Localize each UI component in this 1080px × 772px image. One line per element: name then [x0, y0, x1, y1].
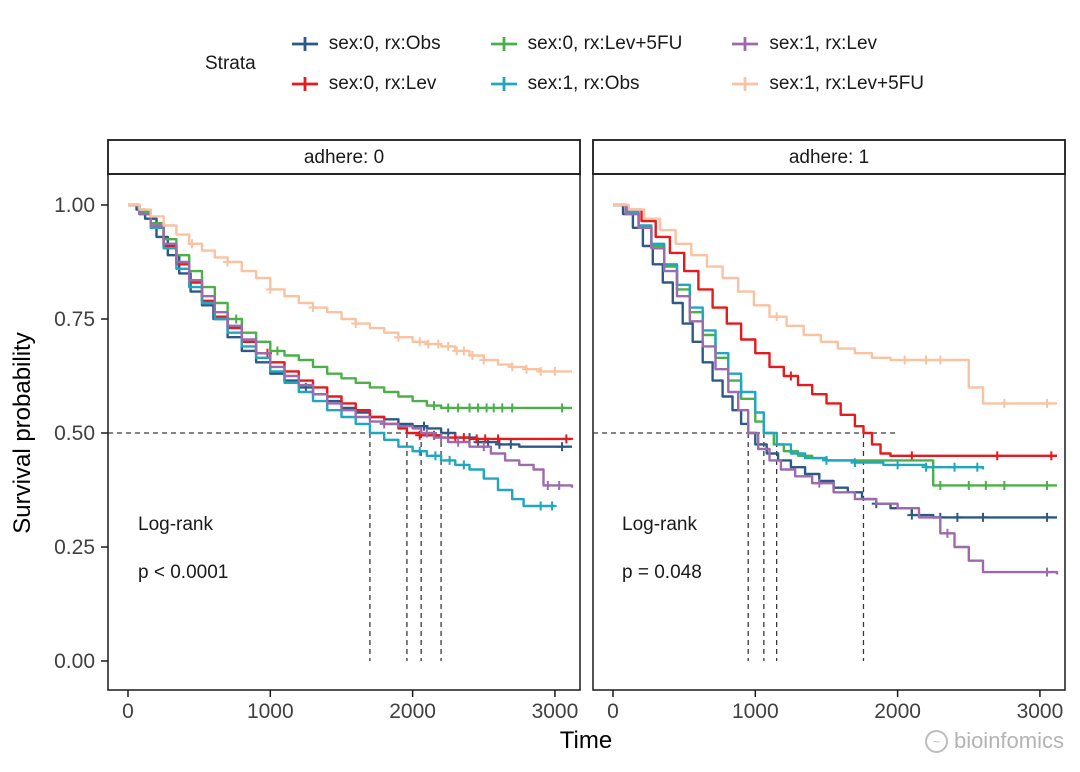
legend-item-label: sex:0, rx:Obs: [328, 33, 441, 54]
y-tick-label: 0.25: [54, 536, 95, 559]
x-tick-label: 2000: [389, 700, 436, 723]
y-tick-label: 0.75: [54, 308, 95, 331]
watermark-text: bioinfomics: [953, 728, 1064, 753]
legend-item: sex:1, rx:Obs: [489, 72, 683, 96]
y-axis: 0.00 0.25 0.50 0.75 1.00: [54, 194, 108, 673]
x-tick-label: 1000: [247, 700, 294, 723]
y-axis-title: Survival probability: [9, 332, 36, 533]
legend-item-label: sex:0, rx:Lev+5FU: [527, 33, 683, 54]
watermark: ~ bioinfomics: [924, 728, 1064, 754]
legend: Strata sex:0, rx:Obs sex:0, rx:Lev sex:0, …: [205, 32, 924, 96]
legend-item: sex:0, rx:Lev+5FU: [489, 32, 683, 56]
legend-item: sex:1, rx:Lev+5FU: [730, 72, 924, 96]
legend-item: sex:0, rx:Lev: [290, 72, 441, 96]
km-curve: [613, 203, 1057, 487]
panel-0-pvalue: p < 0.0001: [138, 562, 228, 583]
legend-key-icon: [490, 77, 517, 91]
panel-1-pvalue: p = 0.048: [622, 562, 702, 583]
panel-0-logrank-label: Log-rank: [138, 514, 213, 535]
legend-item-label: sex:1, rx:Lev+5FU: [769, 73, 925, 94]
facet-strip-1: [592, 139, 1066, 175]
legend-item-label: sex:0, rx:Lev: [328, 73, 437, 94]
panel-1-logrank-label: Log-rank: [622, 514, 697, 535]
y-tick-label: 1.00: [54, 194, 95, 217]
legend-key-icon: [732, 77, 759, 91]
km-curve: [613, 203, 985, 470]
x-axis-0: 0 1000 2000 3000: [122, 690, 578, 723]
legend-item: sex:1, rx:Lev: [730, 32, 924, 56]
x-tick-label: 3000: [1017, 700, 1064, 723]
panel-0-border: [107, 173, 581, 691]
x-tick-label: 0: [607, 700, 619, 723]
panel-1-border: [592, 173, 1066, 691]
x-tick-label: 3000: [532, 700, 579, 723]
km-curve: [613, 203, 1059, 575]
watermark-logo-icon: ~: [924, 729, 948, 753]
km-curve: [613, 203, 1057, 405]
legend-key-icon: [291, 77, 318, 91]
legend-key-icon: [490, 37, 517, 51]
x-axis-title: Time: [560, 727, 612, 754]
x-tick-label: 1000: [732, 700, 779, 723]
facet-strip-1-label: adhere: 1: [789, 147, 869, 168]
x-axis-1: 0 1000 2000 3000: [607, 690, 1063, 723]
x-tick-label: 2000: [874, 700, 921, 723]
km-curve: [128, 203, 574, 488]
panel-1-curves: [593, 203, 1059, 661]
legend-items: sex:0, rx:Obs sex:0, rx:Lev sex:0, rx:Lev+…: [290, 32, 924, 96]
facet-strip-0-label: adhere: 0: [304, 147, 384, 168]
km-curve: [128, 203, 572, 410]
km-curve: [613, 203, 1057, 457]
legend-title: Strata: [205, 53, 256, 74]
legend-item: sex:0, rx:Obs: [290, 32, 441, 56]
legend-key-icon: [732, 37, 759, 51]
panel-0-curves: [108, 203, 574, 661]
legend-item-label: sex:1, rx:Obs: [527, 73, 640, 94]
km-curve: [128, 203, 574, 441]
legend-item-label: sex:1, rx:Lev: [769, 33, 878, 54]
y-tick-label: 0.50: [54, 422, 95, 445]
facet-strip-0: [107, 139, 581, 175]
y-tick-label: 0.00: [54, 650, 95, 673]
km-curve: [128, 203, 555, 508]
x-tick-label: 0: [122, 700, 134, 723]
legend-key-icon: [291, 37, 318, 51]
